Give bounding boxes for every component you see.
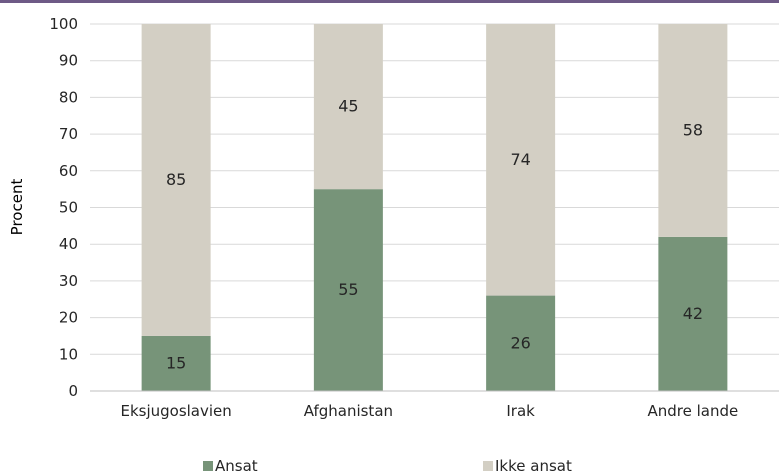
bar-ansat: [486, 295, 556, 391]
data-label: 74: [510, 150, 530, 169]
legend-swatch: [203, 461, 213, 471]
y-tick-label: 90: [59, 52, 78, 70]
bar-ikke-ansat: [313, 24, 383, 190]
data-label: 55: [338, 280, 358, 299]
top-rule: [0, 0, 779, 3]
data-label: 26: [510, 333, 530, 352]
bar-ansat: [141, 335, 211, 391]
bar-ikke-ansat: [486, 24, 556, 296]
bar-ansat: [313, 189, 383, 391]
y-tick-label: 0: [68, 382, 78, 400]
bars: 15 85 55 45 26 74 42 58: [141, 24, 728, 391]
data-label: 15: [166, 353, 186, 372]
y-tick-label: 60: [59, 162, 78, 180]
y-tick-label: 20: [59, 309, 78, 327]
data-label: 45: [338, 97, 358, 116]
y-tick-label: 80: [59, 88, 78, 106]
data-label: 85: [166, 170, 186, 189]
bar-ikke-ansat: [658, 24, 728, 237]
legend-swatch: [483, 461, 493, 471]
x-tick-label: Irak: [506, 402, 535, 420]
bar-ikke-ansat: [141, 24, 211, 336]
y-tick-label: 70: [59, 125, 78, 143]
x-tick-label: Andre lande: [648, 402, 739, 420]
y-tick-label: 100: [49, 15, 78, 33]
y-axis-label: Procent: [8, 179, 26, 236]
bar-ansat: [658, 236, 728, 391]
axes: 0 10 20 30 40 50 60 70 80 90 100 Eksjugoslavien Afgh…: [49, 15, 779, 420]
data-label: 42: [683, 304, 703, 323]
legend-label: Ikke ansat: [495, 457, 572, 475]
legend-label: Ansat: [215, 457, 258, 475]
x-tick-label: Afghanistan: [304, 402, 393, 420]
x-tick-label: Eksjugoslavien: [120, 402, 231, 420]
y-tick-label: 10: [59, 345, 78, 363]
y-tick-label: 50: [59, 199, 78, 217]
y-tick-label: 40: [59, 235, 78, 253]
legend: Ansat Ikke ansat: [203, 457, 572, 475]
data-label: 58: [683, 120, 703, 139]
y-tick-label: 30: [59, 272, 78, 290]
